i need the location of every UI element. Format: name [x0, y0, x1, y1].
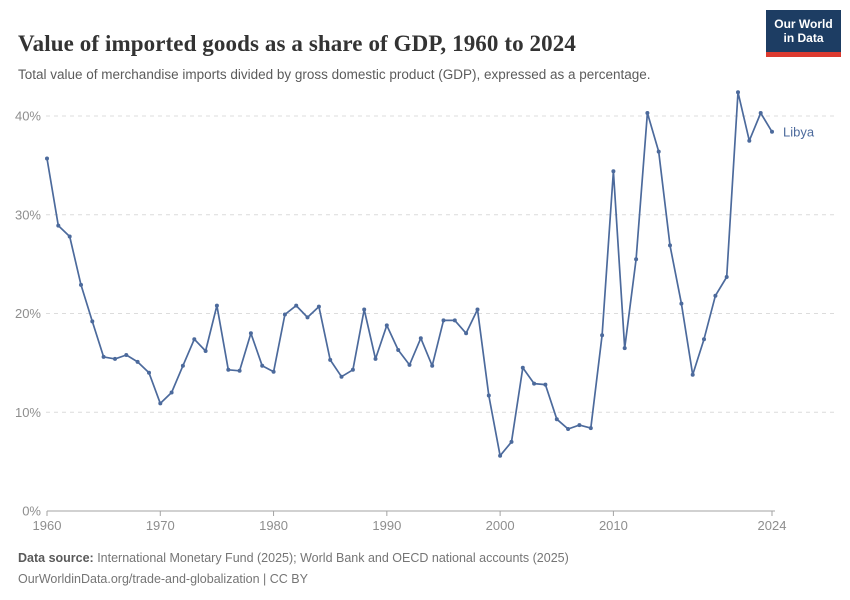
data-point: [452, 318, 457, 323]
data-point: [79, 282, 83, 287]
data-point: [237, 368, 242, 373]
data-point: [214, 303, 219, 308]
data-point: [577, 423, 582, 428]
y-tick-label: 20%: [15, 306, 41, 321]
chart-subtitle: Total value of merchandise imports divid…: [18, 66, 651, 82]
data-point: [339, 374, 344, 379]
series-label: Libya: [783, 124, 815, 139]
owid-logo-line1: Our World: [774, 17, 833, 31]
data-point: [770, 129, 774, 134]
data-point: [158, 401, 163, 406]
data-point: [475, 307, 480, 312]
data-point: [566, 427, 571, 431]
data-point: [113, 356, 117, 361]
owid-link[interactable]: OurWorldinData.org/trade-and-globalizati…: [18, 572, 308, 586]
data-point: [203, 349, 208, 353]
data-point: [611, 169, 616, 174]
x-tick-label: 1980: [259, 518, 288, 533]
data-point: [509, 439, 514, 444]
data-point: [362, 307, 367, 312]
x-tick-label: 2024: [758, 518, 787, 533]
data-point: [294, 303, 299, 308]
data-point: [67, 234, 72, 239]
data-point: [373, 356, 378, 361]
data-point: [554, 417, 559, 422]
data-line[interactable]: [46, 91, 773, 457]
data-point: [135, 359, 140, 364]
owid-logo-line2: in Data: [783, 31, 824, 45]
data-point: [520, 365, 525, 370]
y-tick-label: 10%: [15, 405, 41, 420]
data-point: [690, 372, 695, 377]
data-point: [192, 337, 197, 342]
data-source-text: International Monetary Fund (2025); Worl…: [93, 551, 569, 565]
x-tick-label: 1960: [33, 518, 62, 533]
data-point: [248, 331, 253, 336]
data-point: [271, 369, 276, 374]
data-point: [282, 312, 287, 317]
data-point: [464, 331, 469, 336]
data-point: [543, 382, 548, 387]
data-point: [101, 354, 106, 359]
data-point: [498, 453, 503, 458]
data-source-line: Data source: International Monetary Fund…: [18, 548, 828, 569]
data-point: [180, 363, 185, 368]
data-point: [656, 149, 661, 154]
data-point: [384, 323, 389, 328]
data-point: [724, 275, 729, 279]
data-point: [441, 318, 446, 323]
data-point: [226, 367, 231, 372]
data-point: [622, 346, 627, 351]
data-point: [147, 370, 151, 375]
x-tick-label: 2010: [599, 518, 628, 533]
data-point: [350, 367, 355, 372]
data-point: [600, 333, 605, 338]
data-point: [124, 353, 129, 357]
data-point: [634, 257, 639, 262]
data-point: [169, 390, 174, 395]
x-tick-label: 1970: [146, 518, 175, 533]
y-tick-label: 0%: [22, 504, 41, 519]
data-point: [90, 319, 95, 324]
data-point: [702, 337, 706, 342]
y-tick-label: 40%: [15, 109, 41, 124]
data-point: [396, 348, 401, 352]
owid-logo[interactable]: Our World in Data: [766, 10, 841, 57]
data-point: [407, 362, 412, 367]
data-point: [56, 223, 61, 228]
chart-footer: Data source: International Monetary Fund…: [18, 548, 828, 590]
data-point: [418, 336, 423, 341]
data-point: [430, 363, 435, 368]
data-source-label: Data source:: [18, 551, 94, 565]
x-tick-label: 1990: [372, 518, 401, 533]
page-title: Value of imported goods as a share of GD…: [18, 31, 576, 57]
data-point: [747, 138, 752, 143]
data-point: [486, 393, 491, 398]
data-point: [260, 363, 265, 368]
data-point: [588, 426, 593, 431]
data-point: [45, 156, 49, 161]
data-point: [679, 301, 684, 306]
data-point: [758, 111, 763, 115]
data-point: [328, 357, 333, 362]
data-point: [736, 90, 740, 95]
data-point: [532, 381, 537, 386]
data-point: [668, 243, 672, 248]
x-tick-label: 2000: [486, 518, 515, 533]
data-point: [305, 315, 310, 320]
data-point: [316, 304, 321, 309]
y-tick-label: 30%: [15, 207, 41, 222]
data-point: [645, 111, 650, 115]
data-point: [713, 293, 718, 298]
